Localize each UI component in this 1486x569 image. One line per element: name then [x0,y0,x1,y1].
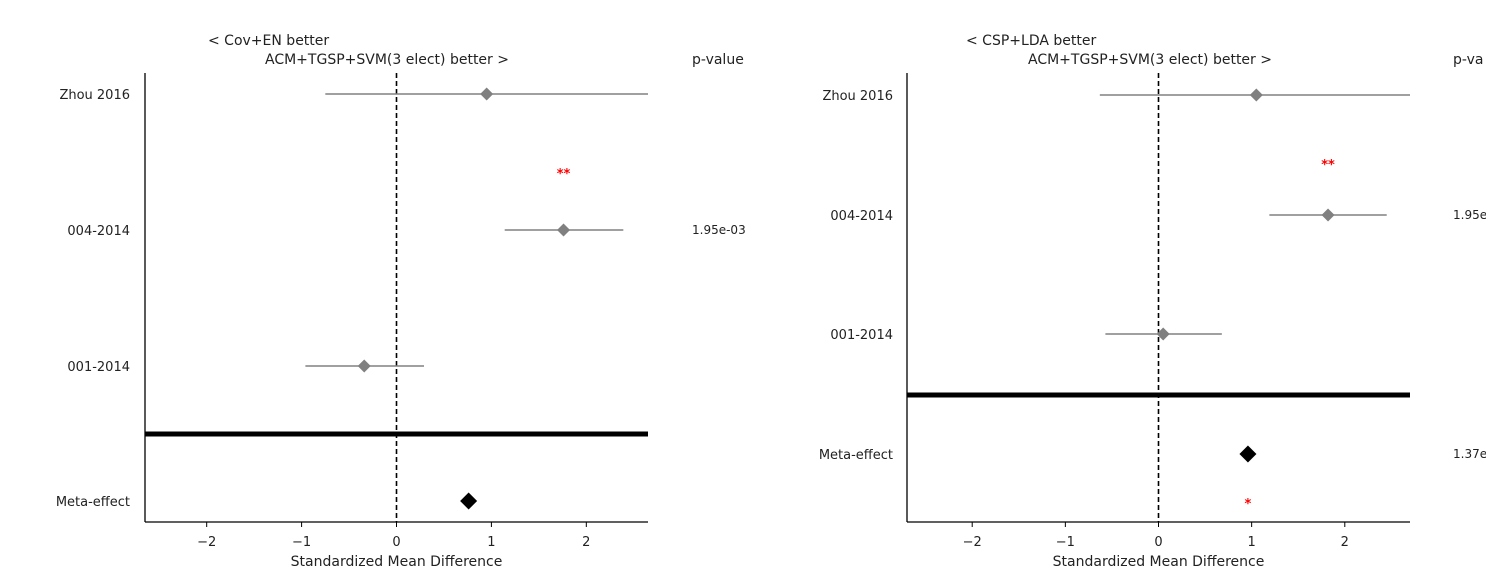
pvalue-header: p-va [1453,52,1483,68]
significance-stars: ** [1321,158,1335,173]
meta-label: Meta-effect [819,448,893,463]
study-effect-marker [557,223,571,237]
x-tick-label: 2 [582,535,590,550]
meta-pvalue: 1.37e [1453,447,1486,461]
x-tick-label: 0 [1154,535,1162,550]
title-right: ACM+TGSP+SVM(3 elect) better > [1028,52,1272,68]
x-axis-label: Standardized Mean Difference [291,554,503,569]
study-effect-marker [1249,88,1263,102]
title-left: < CSP+LDA better [966,33,1096,49]
x-tick-label: −2 [197,535,216,550]
study-effect-marker [480,87,494,101]
pvalue-header: p-value [692,52,744,68]
study-label: 001-2014 [830,328,893,343]
meta-effect-marker [460,492,478,510]
meta-effect-marker [1239,445,1257,463]
x-tick-label: −2 [963,535,982,550]
x-tick-label: −1 [292,535,311,550]
title-right: ACM+TGSP+SVM(3 elect) better > [265,52,509,68]
x-tick-label: −1 [1056,535,1075,550]
x-tick-label: 1 [487,535,495,550]
meta-significance-stars: * [1245,497,1252,512]
x-tick-label: 0 [392,535,400,550]
study-effect-marker [1321,208,1335,222]
study-label: Zhou 2016 [822,89,893,104]
study-effect-marker [1156,327,1170,341]
study-label: 001-2014 [67,360,130,375]
meta-label: Meta-effect [56,495,130,510]
title-left: < Cov+EN better [208,33,329,49]
study-pvalue: 1.95e [1453,208,1486,222]
study-effect-marker [357,359,371,373]
x-tick-label: 1 [1248,535,1256,550]
x-axis-label: Standardized Mean Difference [1053,554,1265,569]
forest-panel-2: < CSP+LDA better ACM+TGSP+SVM(3 elect) be… [819,33,1486,569]
study-label: 004-2014 [830,209,893,224]
study-pvalue: 1.95e-03 [692,223,746,237]
study-label: Zhou 2016 [59,88,130,103]
x-tick-label: 2 [1341,535,1349,550]
significance-stars: ** [557,167,571,182]
forest-panel-1: < Cov+EN better ACM+TGSP+SVM(3 elect) bet… [56,33,746,569]
study-label: 004-2014 [67,224,130,239]
